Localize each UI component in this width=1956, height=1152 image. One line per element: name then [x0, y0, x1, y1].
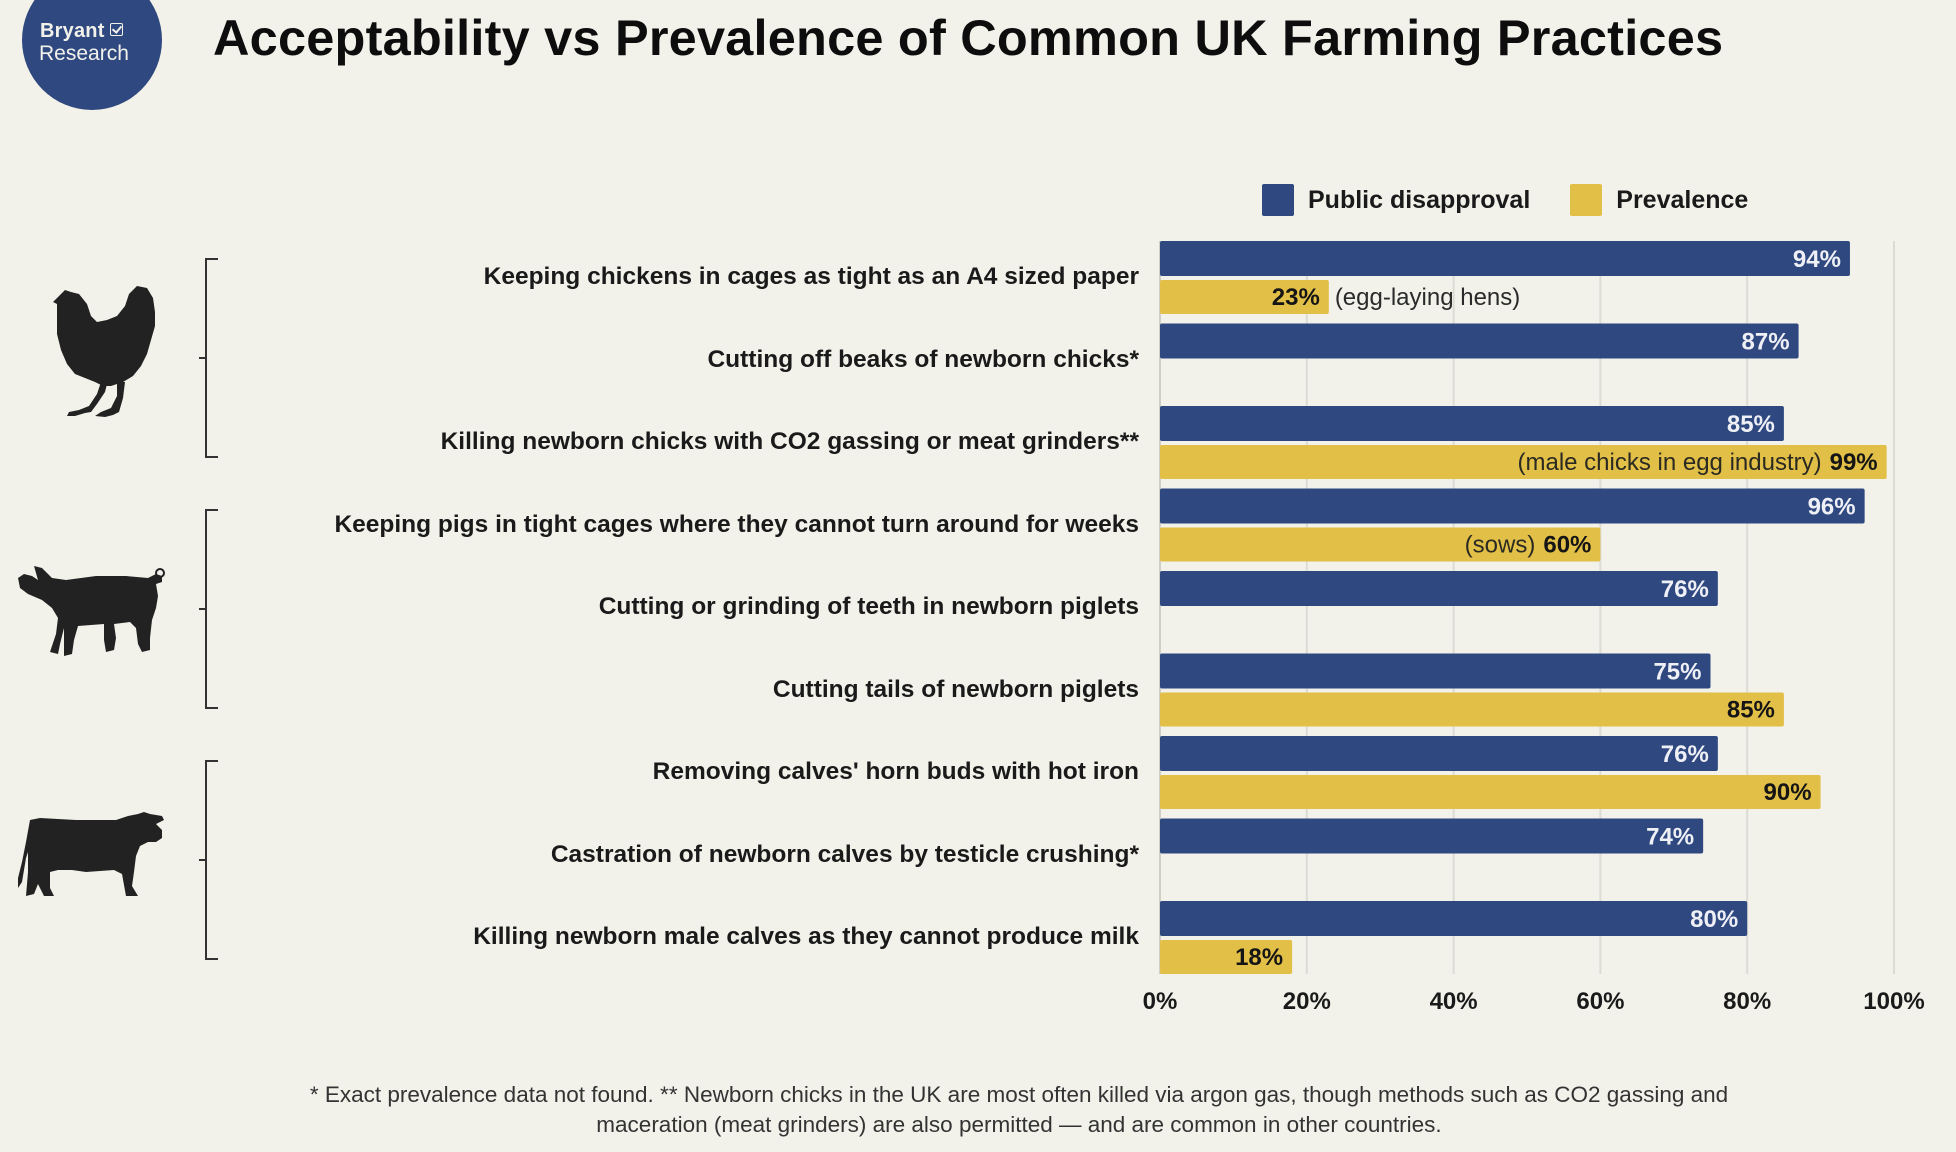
bar-prevalence: [1160, 527, 1601, 562]
x-tick-label: 80%: [1723, 988, 1771, 1015]
bar-label-disapproval: 96%: [1808, 494, 1856, 521]
bar-label-prevalence: 18%: [1235, 944, 1283, 971]
bar-label-disapproval: 87%: [1742, 329, 1790, 356]
bar-disapproval: [1160, 323, 1799, 359]
bar-label-disapproval: 74%: [1646, 824, 1694, 851]
group-bracket-chicken: [199, 258, 218, 458]
category-label: Cutting off beaks of newborn chicks*: [707, 345, 1139, 373]
group-bracket-pig: [199, 509, 218, 709]
footnote-line1: * Exact prevalence data not found. ** Ne…: [309, 1082, 1729, 1107]
bar-label-disapproval: 85%: [1727, 411, 1775, 438]
x-tick-label: 0%: [1143, 988, 1178, 1015]
bar-label-disapproval: 94%: [1793, 246, 1841, 273]
category-label: Killing newborn male calves as they cann…: [473, 923, 1139, 950]
category-label: Cutting or grinding of teeth in newborn …: [598, 593, 1139, 620]
legend-swatch-disapproval: [1262, 184, 1294, 216]
category-label: Killing newborn chicks with CO2 gassing …: [440, 428, 1139, 455]
logo-line2: Research: [39, 42, 129, 65]
pig-icon: [18, 566, 165, 656]
checkbox-icon: [109, 23, 123, 36]
bar-prevalence: [1160, 775, 1821, 809]
bar-label-disapproval: 80%: [1690, 906, 1738, 933]
bar-label-prevalence: 60%: [1543, 532, 1591, 559]
bar-chart: 0% 20% 40% 60% 80% 100% 94% 23% (egg-laying hens…: [1143, 241, 1925, 1015]
logo-line1: Bryant: [40, 20, 105, 42]
bryant-research-logo: Bryant Research: [22, 0, 162, 110]
bar-label-disapproval: 76%: [1661, 741, 1709, 768]
footnote-line2: maceration (meat grinders) are also perm…: [596, 1112, 1442, 1137]
x-tick-label: 100%: [1863, 988, 1924, 1015]
bar-note-prevalence: (egg-laying hens): [1335, 284, 1520, 311]
category-label: Cutting tails of newborn piglets: [772, 675, 1139, 703]
category-label: Removing calves' horn buds with hot iron: [652, 758, 1139, 785]
category-label: Keeping pigs in tight cages where they c…: [334, 510, 1139, 538]
legend: Public disapproval Prevalence: [1262, 184, 1788, 216]
bar-prevalence: [1160, 692, 1784, 727]
chart-title: Acceptability vs Prevalence of Common UK…: [213, 9, 1724, 66]
x-tick-label: 40%: [1430, 988, 1478, 1015]
chicken-icon: [53, 286, 155, 417]
category-label: Keeping chickens in cages as tight as an…: [483, 263, 1139, 290]
category-label: Castration of newborn calves by testicle…: [550, 840, 1139, 868]
legend-swatch-prevalence: [1570, 184, 1603, 216]
bar-prevalence: [1160, 445, 1887, 479]
bar-disapproval: [1160, 406, 1784, 441]
bar-label-disapproval: 75%: [1653, 659, 1701, 686]
bar-disapproval: [1160, 488, 1865, 524]
bar-note-prevalence: (sows): [1465, 532, 1536, 559]
bar-prevalence: [1160, 940, 1293, 974]
bar-disapproval: [1160, 901, 1748, 936]
bar-disapproval: [1160, 653, 1711, 689]
bar-disapproval: [1160, 241, 1850, 276]
bar-note-prevalence: (male chicks in egg industry): [1517, 449, 1821, 476]
bar-prevalence: [1160, 280, 1329, 314]
x-tick-label: 60%: [1576, 988, 1624, 1015]
bar-label-disapproval: 76%: [1661, 576, 1709, 603]
group-bracket-cow: [199, 760, 218, 960]
footnote: * Exact prevalence data not found. ** Ne…: [0, 1080, 1956, 1140]
cow-icon: [18, 812, 164, 896]
bar-label-prevalence: 90%: [1764, 779, 1812, 806]
bar-label-prevalence: 99%: [1830, 449, 1878, 476]
x-tick-label: 20%: [1283, 988, 1331, 1015]
bar-disapproval: [1160, 818, 1704, 854]
legend-label-prevalence: Prevalence: [1616, 185, 1749, 214]
legend-label-disapproval: Public disapproval: [1308, 185, 1531, 214]
bar-label-prevalence: 23%: [1272, 284, 1320, 311]
bar-label-prevalence: 85%: [1727, 697, 1775, 724]
bar-disapproval: [1160, 571, 1718, 606]
bar-disapproval: [1160, 736, 1718, 771]
